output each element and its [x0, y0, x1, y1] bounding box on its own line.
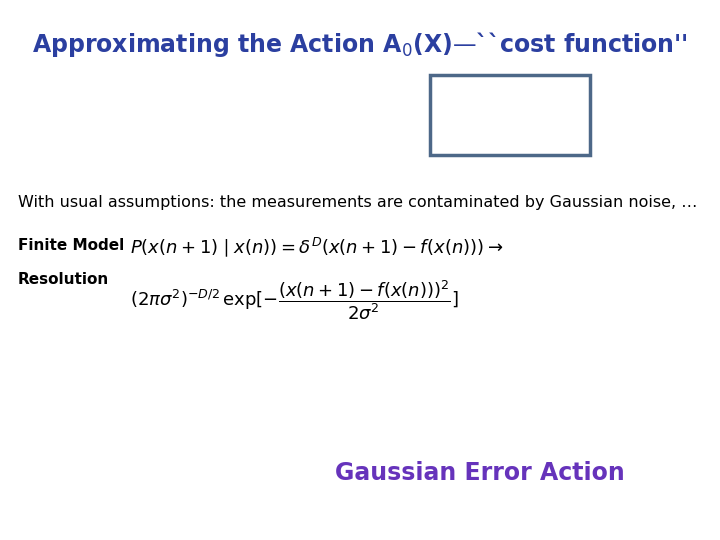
Text: $(2\pi\sigma^2)^{-D/2}\,\mathrm{exp}[-\dfrac{(x(n+1) - f(x(n)))^2}{2\sigma^2}]$: $(2\pi\sigma^2)^{-D/2}\,\mathrm{exp}[-\d… [130, 278, 459, 322]
Text: Gaussian Error Action: Gaussian Error Action [335, 461, 625, 485]
Text: With usual assumptions: the measurements are contaminated by Gaussian noise, …: With usual assumptions: the measurements… [18, 195, 698, 210]
Text: Resolution: Resolution [18, 272, 109, 287]
Text: $P(x(n+1)\mid x(n)) = \delta^D(x(n+1) - f(x(n))) \rightarrow$: $P(x(n+1)\mid x(n)) = \delta^D(x(n+1) - … [130, 235, 503, 259]
Text: Approximating the Action A$_0$(X)—``cost function'': Approximating the Action A$_0$(X)—``cost… [32, 30, 688, 59]
Text: Finite Model: Finite Model [18, 238, 125, 253]
Bar [430, 75, 590, 155]
